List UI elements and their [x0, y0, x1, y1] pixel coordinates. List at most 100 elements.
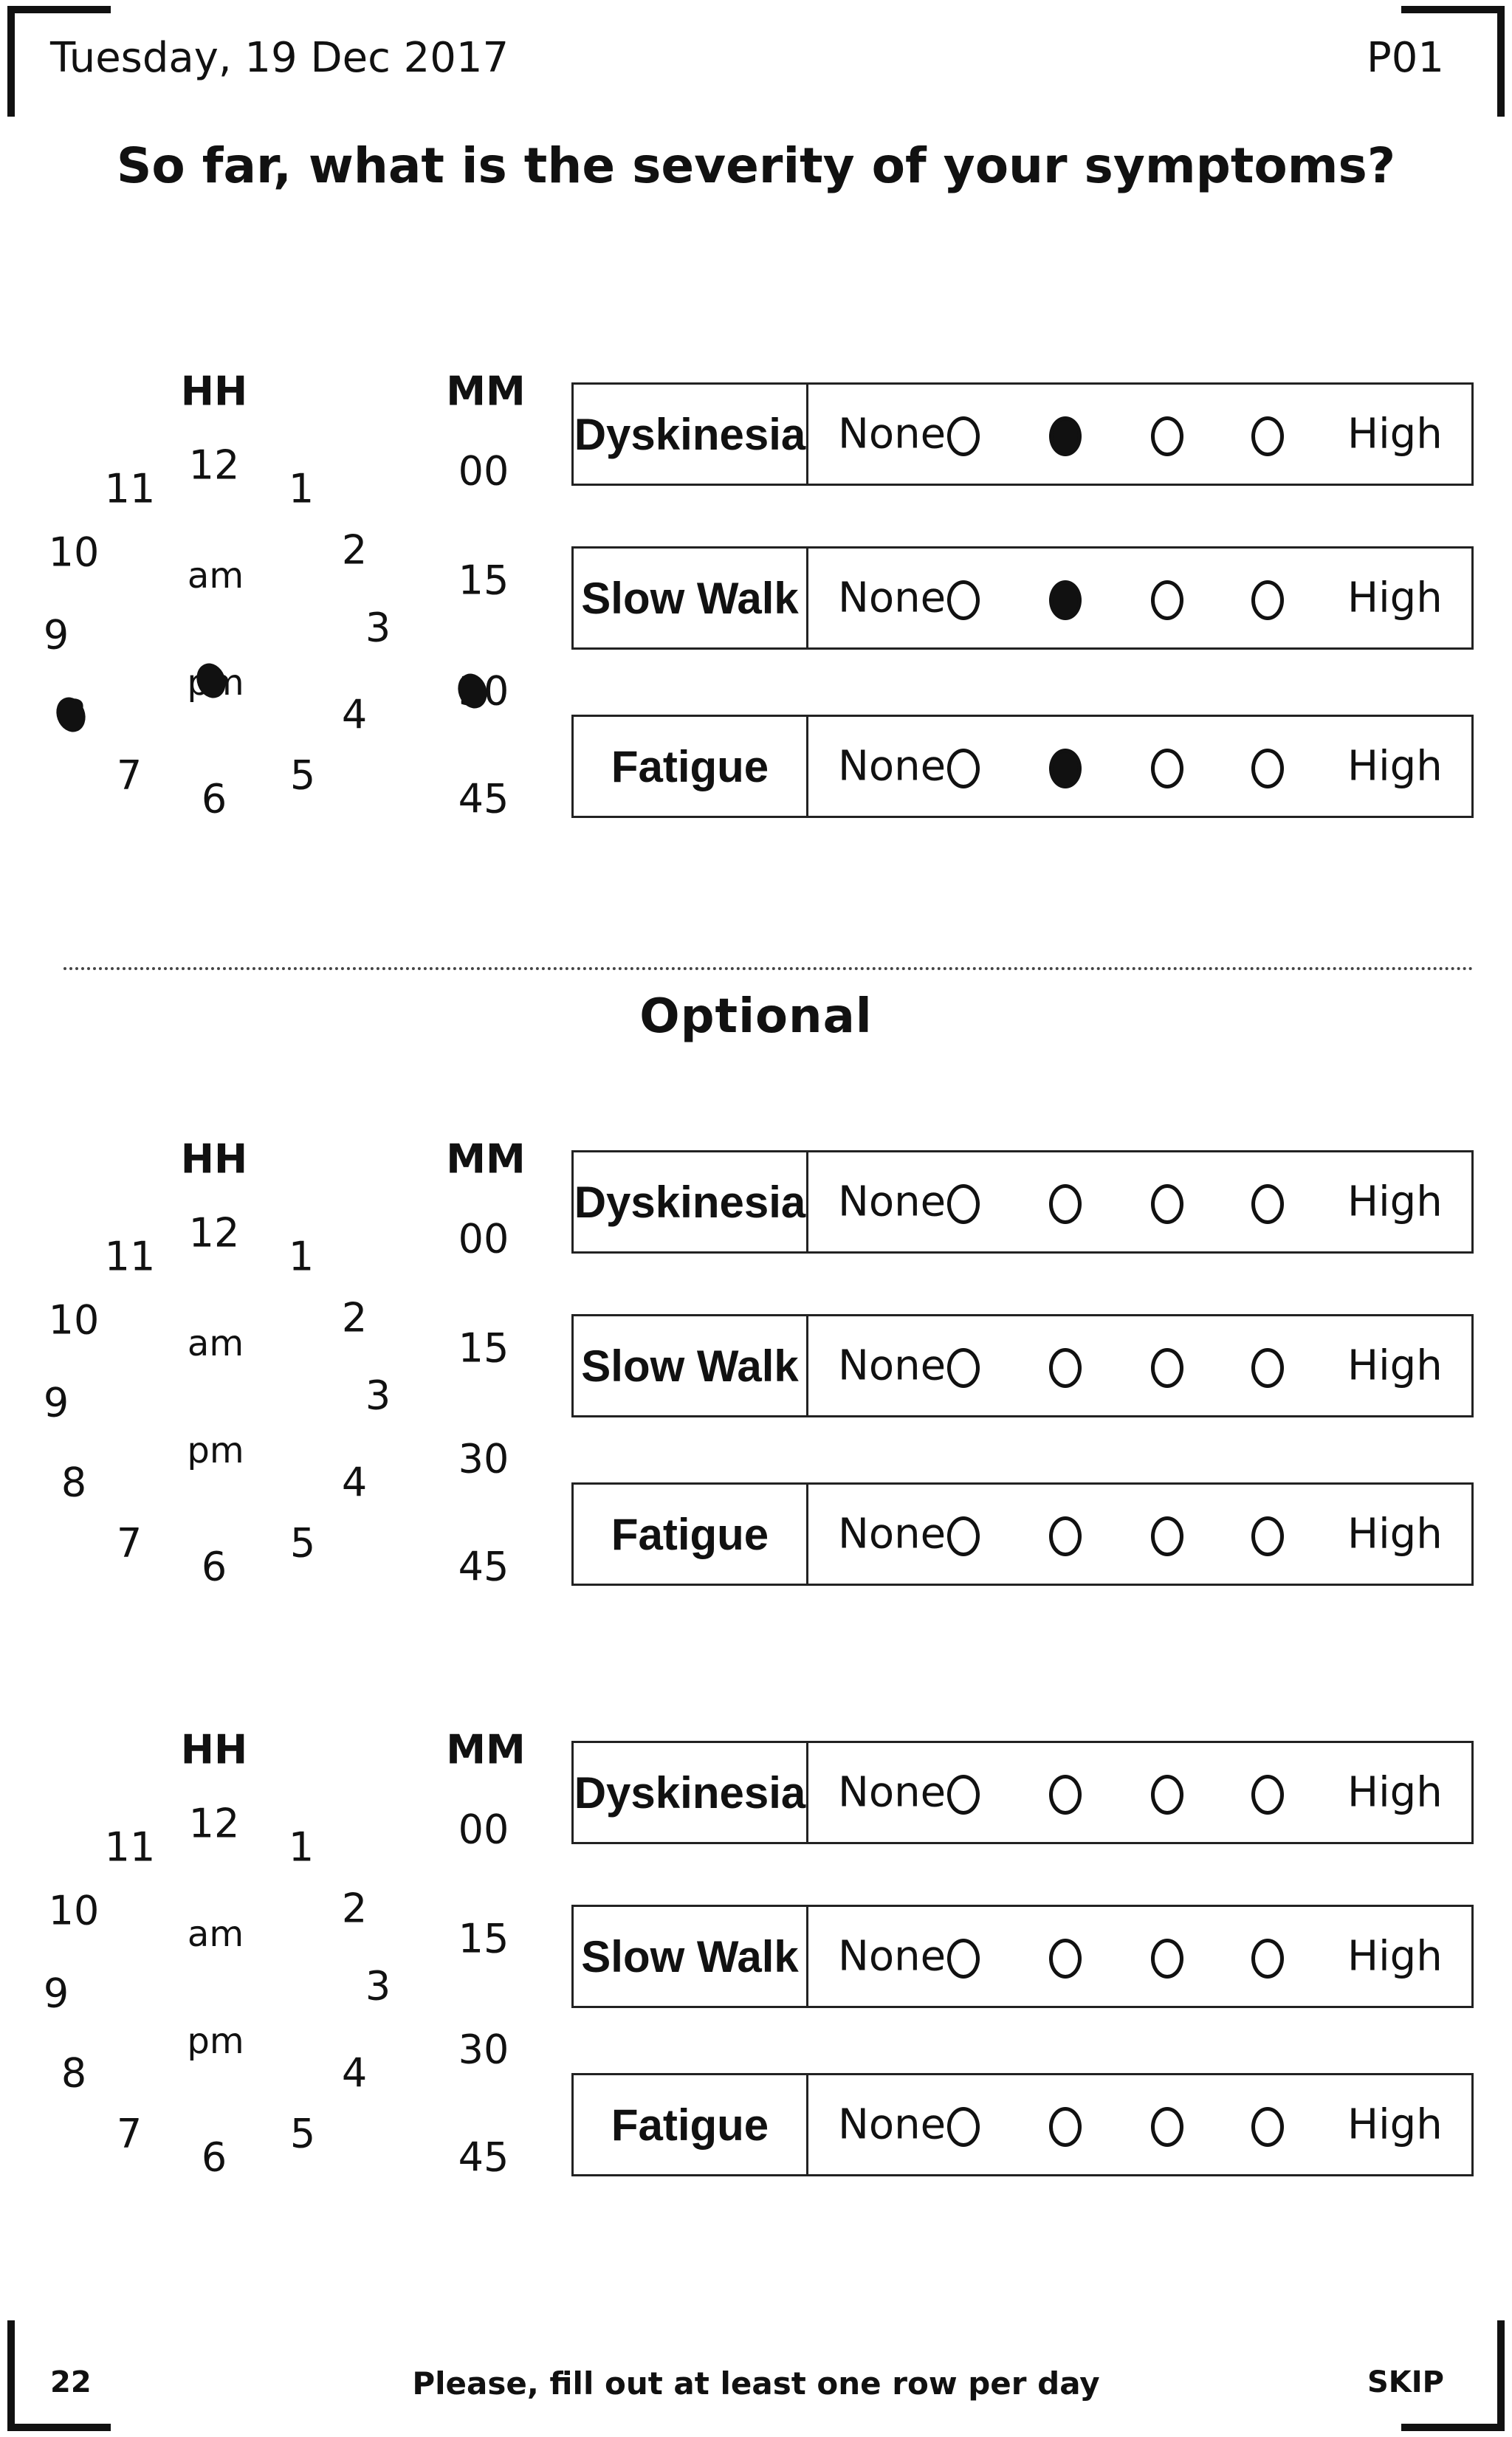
- hour-option-1[interactable]: 1: [288, 1824, 315, 1871]
- severity-bubble-2[interactable]: [1049, 1348, 1082, 1388]
- severity-bubble-3[interactable]: [1151, 1939, 1183, 1979]
- am-option[interactable]: am: [187, 555, 244, 597]
- severity-bubble-3[interactable]: [1151, 1516, 1183, 1556]
- hour-option-12[interactable]: 12: [188, 1800, 240, 1847]
- severity-bubble-4[interactable]: [1251, 1348, 1284, 1388]
- severity-bubble-3[interactable]: [1151, 1775, 1183, 1815]
- severity-bubble-2[interactable]: [1049, 416, 1082, 456]
- severity-bubble-3[interactable]: [1151, 580, 1183, 620]
- hour-option-5[interactable]: 5: [289, 1519, 316, 1567]
- severity-bubble-1[interactable]: [947, 1939, 980, 1979]
- hour-option-8[interactable]: 8: [61, 2049, 87, 2097]
- severity-bubble-4[interactable]: [1251, 1184, 1284, 1224]
- hour-option-6[interactable]: 6: [201, 775, 227, 822]
- hour-option-10[interactable]: 10: [48, 529, 100, 576]
- minute-option-00[interactable]: 00: [458, 1215, 509, 1262]
- severity-bubble-1[interactable]: [947, 416, 980, 456]
- severity-bubble-1[interactable]: [947, 1184, 980, 1224]
- scale-low-label: None: [838, 410, 946, 458]
- minute-option-15[interactable]: 15: [458, 557, 509, 604]
- hour-option-6[interactable]: 6: [201, 2134, 227, 2181]
- severity-bubble-4[interactable]: [1251, 1939, 1284, 1979]
- hour-option-2[interactable]: 2: [341, 1294, 368, 1341]
- symptom-block-2: HH MM 12 1 2 3 4 5 6 7 8 9 10 11 am pm 00 15 30 45 Dyskinesi…: [0, 1130, 1512, 1590]
- corner-bracket-bottom-left: [7, 2320, 111, 2431]
- severity-bubble-3[interactable]: [1151, 1348, 1183, 1388]
- hour-option-10[interactable]: 10: [48, 1296, 100, 1344]
- severity-bubble-4[interactable]: [1251, 416, 1284, 456]
- minute-option-15[interactable]: 15: [458, 1324, 509, 1372]
- hour-option-3[interactable]: 3: [365, 604, 391, 651]
- severity-bubble-4[interactable]: [1251, 1516, 1284, 1556]
- hour-option-7[interactable]: 7: [116, 2110, 142, 2157]
- am-option[interactable]: am: [187, 1323, 244, 1364]
- hour-option-9[interactable]: 9: [43, 1970, 69, 2017]
- severity-bubble-2[interactable]: [1049, 580, 1082, 620]
- severity-bubble-2[interactable]: [1049, 1516, 1082, 1556]
- question-title: So far, what is the severity of your sym…: [116, 137, 1396, 194]
- minute-option-00[interactable]: 00: [458, 1806, 509, 1853]
- am-option[interactable]: am: [187, 1914, 244, 1955]
- hour-option-11[interactable]: 11: [104, 1824, 156, 1871]
- severity-bubble-3[interactable]: [1151, 1184, 1183, 1224]
- skip-option[interactable]: SKIP: [1367, 2365, 1444, 2399]
- severity-bubble-2[interactable]: [1049, 1775, 1082, 1815]
- hour-option-1[interactable]: 1: [288, 465, 315, 512]
- symptom-block-1: HHMM121234567891011ampm00153045Dyskinesi…: [0, 362, 1512, 822]
- severity-bubble-1[interactable]: [947, 2107, 980, 2147]
- hour-option-5[interactable]: 5: [289, 2110, 316, 2157]
- hour-option-9[interactable]: 9: [43, 1379, 69, 1426]
- severity-bubble-2[interactable]: [1049, 1939, 1082, 1979]
- hour-option-12[interactable]: 12: [188, 441, 240, 489]
- minute-option-30[interactable]: 30: [458, 1435, 509, 1482]
- minute-option-45[interactable]: 45: [458, 775, 509, 822]
- severity-bubble-4[interactable]: [1251, 2107, 1284, 2147]
- severity-bubble-3[interactable]: [1151, 2107, 1183, 2147]
- severity-bubble-1[interactable]: [947, 1516, 980, 1556]
- severity-bubble-2[interactable]: [1049, 2107, 1082, 2147]
- symptom-name: Fatigue: [574, 717, 808, 816]
- severity-bubble-3[interactable]: [1151, 749, 1183, 788]
- hour-option-2[interactable]: 2: [341, 1885, 368, 1932]
- severity-bubble-1[interactable]: [947, 1348, 980, 1388]
- hour-option-4[interactable]: 4: [341, 691, 368, 738]
- minute-option-45[interactable]: 45: [458, 1543, 509, 1590]
- scale-low-label: None: [838, 2100, 946, 2149]
- hour-option-1[interactable]: 1: [288, 1233, 315, 1280]
- hour-option-7[interactable]: 7: [116, 752, 142, 799]
- corner-bracket-bottom-right: [1401, 2320, 1505, 2431]
- hour-option-6[interactable]: 6: [201, 1543, 227, 1590]
- severity-bubble-2[interactable]: [1049, 1184, 1082, 1224]
- hour-option-5[interactable]: 5: [289, 752, 316, 799]
- hour-option-2[interactable]: 2: [341, 526, 368, 574]
- severity-bubble-1[interactable]: [947, 580, 980, 620]
- minute-option-15[interactable]: 15: [458, 1915, 509, 1962]
- hour-option-11[interactable]: 11: [104, 1233, 156, 1280]
- hour-option-3[interactable]: 3: [365, 1962, 391, 2010]
- symptom-row: Fatigue None High: [571, 2073, 1474, 2176]
- hour-option-3[interactable]: 3: [365, 1372, 391, 1419]
- severity-bubble-2[interactable]: [1049, 749, 1082, 788]
- symptom-name: Slow Walk: [574, 549, 808, 647]
- severity-bubble-3[interactable]: [1151, 416, 1183, 456]
- minute-option-30[interactable]: 30: [458, 2026, 509, 2073]
- footer-page-number: 22: [50, 2365, 92, 2399]
- hour-option-4[interactable]: 4: [341, 2049, 368, 2097]
- scale-high-label: High: [1347, 574, 1443, 622]
- severity-bubble-4[interactable]: [1251, 749, 1284, 788]
- minute-option-00[interactable]: 00: [458, 447, 509, 495]
- minute-option-45[interactable]: 45: [458, 2134, 509, 2181]
- severity-bubble-4[interactable]: [1251, 580, 1284, 620]
- hour-option-12[interactable]: 12: [188, 1209, 240, 1257]
- severity-bubble-1[interactable]: [947, 1775, 980, 1815]
- hour-option-8[interactable]: 8: [61, 1459, 87, 1506]
- hour-option-10[interactable]: 10: [48, 1887, 100, 1934]
- severity-bubble-4[interactable]: [1251, 1775, 1284, 1815]
- pm-option[interactable]: pm: [187, 2021, 244, 2062]
- hour-option-9[interactable]: 9: [43, 611, 69, 659]
- severity-bubble-1[interactable]: [947, 749, 980, 788]
- hour-option-11[interactable]: 11: [104, 465, 156, 512]
- pm-option[interactable]: pm: [187, 1430, 244, 1471]
- hour-option-4[interactable]: 4: [341, 1459, 368, 1506]
- hour-option-7[interactable]: 7: [116, 1519, 142, 1567]
